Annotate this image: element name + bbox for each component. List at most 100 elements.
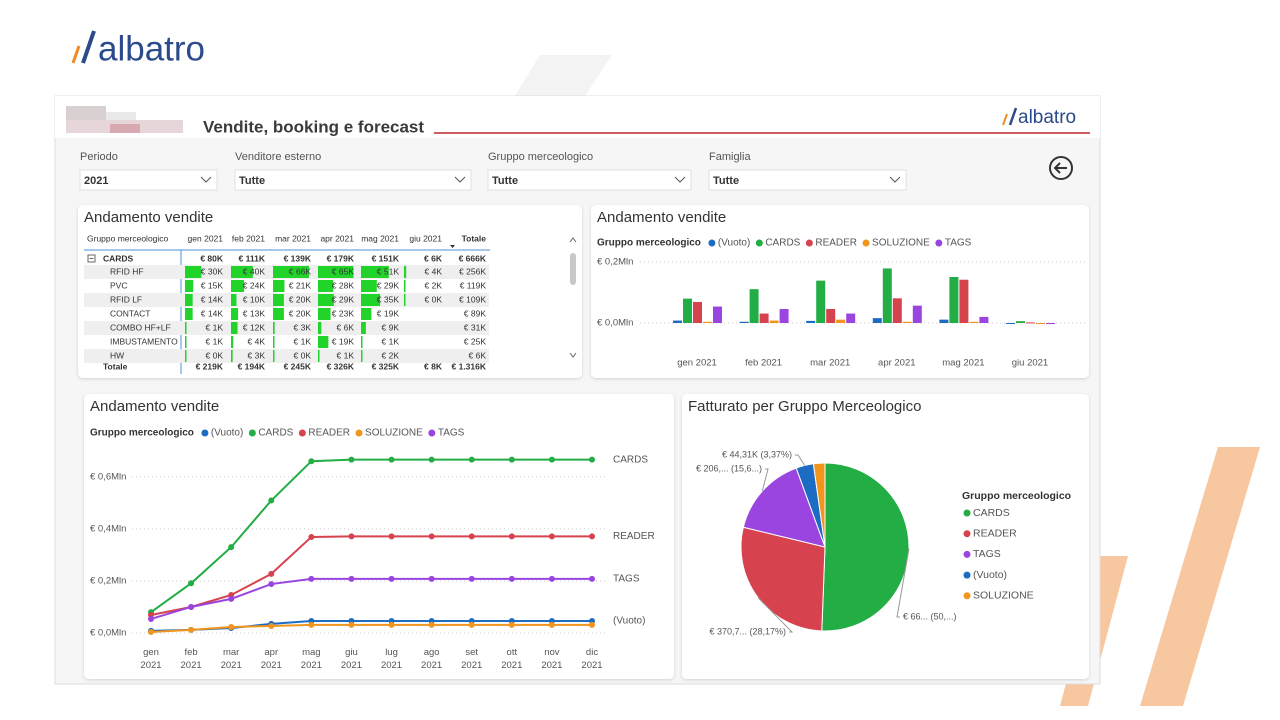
row-label: Totale — [103, 361, 128, 371]
cell: € 20K — [289, 294, 312, 304]
dropdown-chevron — [454, 176, 466, 183]
sort-arrow — [450, 245, 455, 248]
point — [228, 595, 235, 602]
y-tick-label: € 0,2Mln — [90, 575, 126, 586]
legend-item[interactable]: SOLUZIONE — [872, 238, 930, 249]
scrollbar[interactable] — [569, 237, 577, 358]
bar — [872, 318, 882, 323]
legend-item[interactable]: CARDS — [765, 238, 800, 249]
y-tick-label: € 0,4Mln — [90, 523, 126, 534]
dropdown[interactable] — [234, 169, 472, 191]
legend-marker — [935, 239, 943, 247]
data-bar — [404, 266, 407, 278]
point — [589, 621, 595, 628]
cell: € 19K — [377, 308, 400, 318]
bar — [673, 320, 682, 323]
bar — [1036, 323, 1045, 324]
logo-mark — [1002, 113, 1008, 126]
legend-item[interactable]: (Vuoto) — [718, 238, 750, 249]
logo: albatro — [98, 29, 205, 68]
line — [150, 535, 592, 617]
cell: € 0K — [425, 294, 443, 304]
pie-slice[interactable] — [812, 462, 826, 548]
data-bar — [361, 280, 377, 292]
point — [548, 575, 555, 582]
data-bar — [273, 322, 275, 334]
data-bar — [185, 280, 194, 292]
data-bar — [361, 350, 363, 362]
cell: € 3K — [248, 350, 266, 360]
data-bar — [361, 336, 363, 348]
bar — [846, 313, 856, 323]
data-bar — [273, 294, 284, 306]
filter-label: Periodo — [80, 151, 118, 163]
bar — [979, 316, 989, 323]
x-tick-label: gen 2021 — [677, 358, 717, 369]
point — [428, 575, 435, 582]
legend-item[interactable]: READER — [815, 238, 857, 249]
bar — [739, 321, 749, 323]
dropdown[interactable] — [79, 169, 218, 191]
leader-line — [896, 548, 910, 618]
cell: € 14K — [201, 308, 224, 318]
legend-item[interactable]: SOLUZIONE — [365, 428, 423, 439]
x-tick-label: mag 2021 — [942, 358, 984, 369]
legend-marker — [428, 429, 436, 437]
dropdown-value: Tutte — [239, 175, 265, 187]
point — [428, 456, 435, 463]
expand-icon[interactable] — [87, 254, 96, 263]
point — [548, 533, 555, 540]
end-label: CARDS — [613, 454, 648, 465]
back-button[interactable] — [1049, 156, 1073, 180]
point — [468, 621, 475, 628]
data-bar — [231, 280, 245, 292]
legend-item[interactable]: READER — [308, 428, 350, 439]
pie-slice[interactable] — [742, 467, 826, 548]
legend-item[interactable]: TAGS — [945, 238, 972, 249]
legend-item[interactable]: (Vuoto) — [211, 428, 243, 439]
cell: € 12K — [243, 322, 266, 332]
point — [468, 456, 475, 463]
dropdown-value: Tutte — [713, 175, 739, 187]
column-header: Totale — [462, 233, 487, 243]
legend-item[interactable]: CARDS — [258, 428, 293, 439]
legend-item[interactable]: TAGS — [438, 428, 465, 439]
legend-marker — [862, 239, 870, 247]
legend-item[interactable]: SOLUZIONE — [973, 590, 1034, 602]
x-tick-label: dic 2021 — [581, 647, 603, 671]
data-bar — [231, 350, 233, 362]
data-label: € 44,31K (3,37%) — [722, 449, 792, 459]
row-label: COMBO HF+LF — [110, 322, 171, 332]
cell: € 65K — [332, 266, 355, 276]
legend-item[interactable]: TAGS — [973, 548, 1001, 560]
table-title: Andamento vendite — [84, 209, 213, 226]
legend-item[interactable]: READER — [973, 527, 1017, 539]
line — [150, 577, 592, 620]
dropdown-chevron — [674, 176, 686, 183]
logo-mark — [71, 45, 81, 64]
data-bar — [404, 294, 406, 306]
data-bar — [273, 280, 285, 292]
legend-item[interactable]: CARDS — [973, 507, 1010, 519]
data-bar — [273, 266, 309, 278]
row-label: RFID LF — [110, 294, 142, 304]
dropdown[interactable] — [708, 169, 907, 191]
bar — [816, 280, 826, 323]
report-logo: albatro — [1018, 107, 1076, 128]
legend-item[interactable]: (Vuoto) — [973, 569, 1007, 581]
data-bar — [231, 322, 238, 334]
dropdown[interactable] — [487, 169, 692, 191]
bar — [969, 321, 979, 323]
cell: € 6K — [469, 350, 487, 360]
logo-mark — [1008, 107, 1018, 126]
bar — [882, 268, 892, 323]
point — [388, 533, 395, 540]
pie-slice[interactable] — [740, 526, 826, 632]
x-tick-label: mar 2021 — [220, 647, 242, 671]
cell: € 325K — [372, 361, 400, 371]
cell: € 14K — [201, 294, 224, 304]
y-tick-label: € 0,6Mln — [90, 471, 126, 482]
bar — [703, 321, 712, 323]
cell: € 6K — [424, 253, 443, 263]
